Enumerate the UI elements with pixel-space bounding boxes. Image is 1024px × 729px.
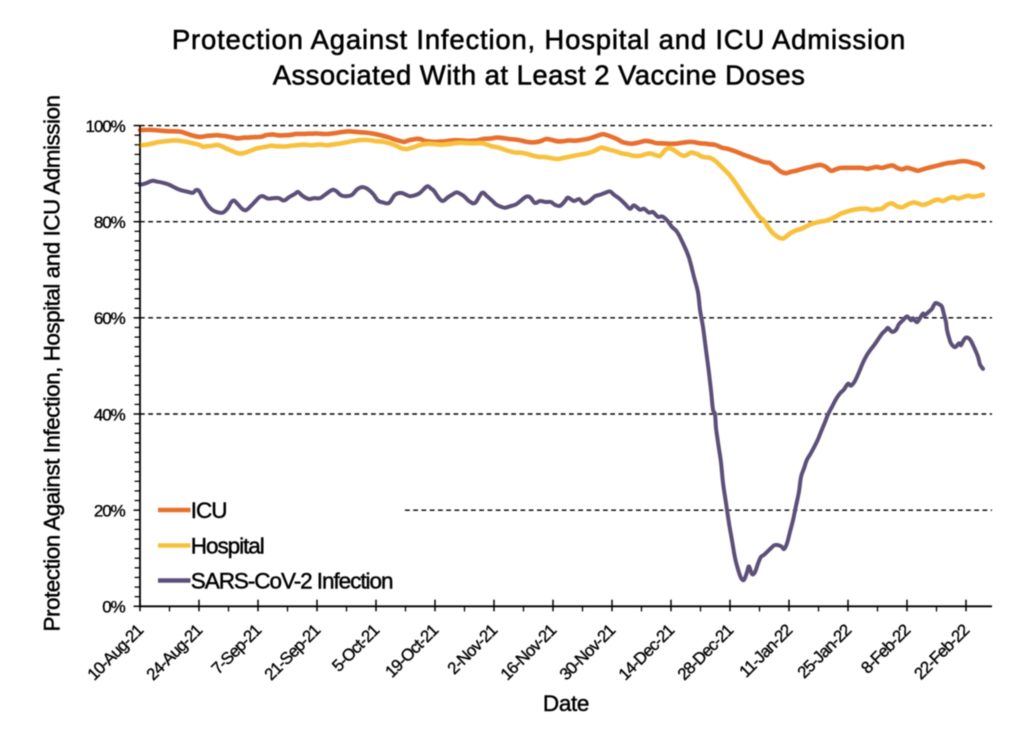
svg-text:60%: 60% (94, 309, 126, 328)
svg-text:80%: 80% (94, 213, 126, 232)
svg-text:Associated With at Least 2 Vac: Associated With at Least 2 Vaccine Doses (273, 60, 806, 91)
svg-text:Protection Against Infection,: Protection Against Infection, Hospital a… (40, 95, 65, 631)
svg-text:Protection Against Infection,: Protection Against Infection, Hospital a… (172, 24, 906, 55)
svg-text:ICU: ICU (191, 498, 227, 523)
svg-text:20%: 20% (94, 501, 126, 520)
svg-text:Hospital: Hospital (191, 533, 264, 558)
svg-text:Date: Date (543, 691, 589, 716)
svg-text:0%: 0% (102, 598, 125, 617)
svg-text:SARS-CoV-2 Infection: SARS-CoV-2 Infection (191, 568, 393, 593)
svg-text:100%: 100% (86, 117, 126, 136)
svg-text:40%: 40% (94, 405, 126, 424)
